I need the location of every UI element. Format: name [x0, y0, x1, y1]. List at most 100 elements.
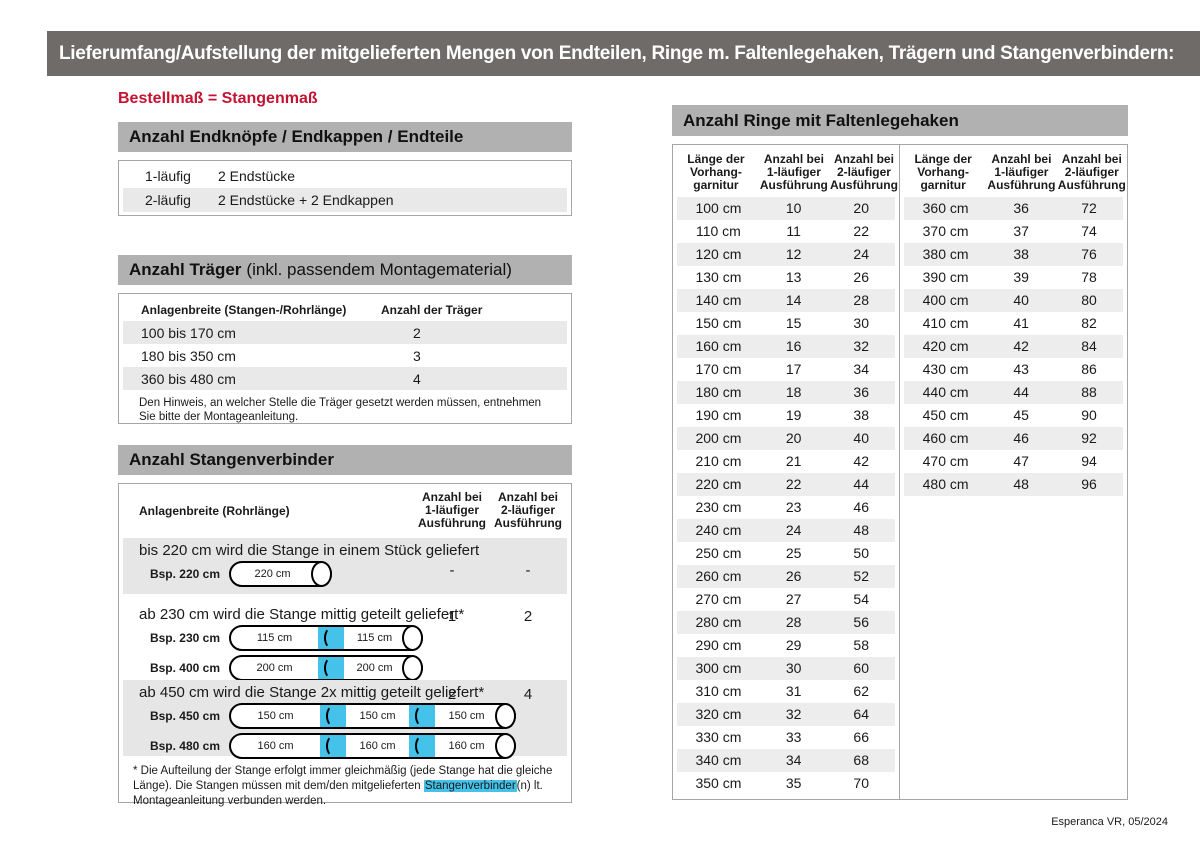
table-row: 180 bis 350 cm 3 — [141, 347, 421, 364]
rod-segment-label: 220 cm — [254, 568, 291, 580]
rod-joint-arc — [414, 735, 430, 757]
table-row: 160 cm 16 32 — [677, 335, 895, 358]
page-title-bar: Lieferumfang/Aufstellung der mitgeliefer… — [47, 31, 1200, 76]
rod-segment-label: 150 cm — [257, 710, 294, 722]
rod-joint-arc — [323, 657, 339, 679]
table-row: 320 cm 32 64 — [677, 703, 895, 726]
table-header-row: Anlagenbreite (Stangen-/Rohrlänge) Anzah… — [141, 303, 483, 317]
rod-end-cap — [402, 625, 423, 651]
rod-end-cap — [311, 561, 332, 587]
rod-end-cap — [495, 703, 516, 729]
endteile-table: 1-läufig 2 Endstücke 2-läufig 2 Endstück… — [118, 160, 572, 216]
stangenverbinder-table: Anlagenbreite (Rohrlänge) Anzahl bei 1-l… — [118, 483, 572, 807]
table-row: 2-läufig 2 Endstücke + 2 Endkappen — [123, 188, 567, 212]
section-title-stangenverbinder: Anzahl Stangenverbinder — [129, 450, 334, 469]
rod-example: Bsp. 400 cm 200 cm 200 cm — [123, 653, 567, 683]
table-row: 230 cm 23 46 — [695, 499, 869, 515]
table-row: 270 cm 27 54 — [695, 591, 869, 607]
table-row: 310 cm 31 62 — [695, 683, 869, 699]
table-header-row: Länge der Vorhang- garnitur Anzahl bei 1… — [914, 152, 1126, 192]
table-row: 360 cm 36 72 — [904, 197, 1123, 220]
rod-connector — [409, 735, 435, 757]
section-title-traeger: Anzahl Träger — [129, 260, 242, 279]
table-row: 380 cm 38 76 — [904, 243, 1123, 266]
rod-diagram: 200 cm 200 cm — [229, 655, 423, 681]
table-row: 240 cm 24 48 — [677, 519, 895, 542]
table-row: 150 cm 15 30 — [695, 315, 869, 331]
section-title-endteile: Anzahl Endknöpfe / Endkappen / Endteile — [129, 127, 464, 146]
table-row: 480 cm 48 96 — [904, 473, 1123, 496]
document-version: Esperanca VR, 05/2024 — [1051, 816, 1168, 828]
table-row: 440 cm 44 88 — [904, 381, 1123, 404]
table-row: 1-läufig 2 Endstücke — [145, 168, 296, 184]
section-header-ringe: Anzahl Ringe mit Faltenlegehaken — [672, 105, 1128, 136]
table-row: 370 cm 37 74 — [922, 223, 1097, 239]
rod-segment-label: 150 cm — [359, 710, 396, 722]
table-row: 120 cm 12 24 — [677, 243, 895, 266]
ringe-table: Länge der Vorhang- garnitur Anzahl bei 1… — [672, 144, 1128, 800]
stangenverbinder-footnote: * Die Aufteilung der Stange erfolgt imme… — [133, 765, 553, 807]
table-row: 280 cm 28 56 — [677, 611, 895, 634]
rod-segment-label: 115 cm — [256, 632, 293, 644]
rod-segment-label: 160 cm — [257, 740, 294, 752]
table-header-row: Anlagenbreite (Rohrlänge) Anzahl bei 1-l… — [139, 490, 562, 530]
section-header-stangenverbinder: Anzahl Stangenverbinder — [118, 445, 572, 475]
ringe-table-left: Länge der Vorhang- garnitur Anzahl bei 1… — [673, 145, 900, 799]
rod-diagram: 160 cm 160 cm 160 cm — [229, 733, 516, 759]
rod-end-cap — [495, 733, 516, 759]
rod-segment-label: 115 cm — [356, 632, 393, 644]
rod-segment-label: 150 cm — [448, 710, 485, 722]
table-row: 460 cm 46 92 — [904, 427, 1123, 450]
rod-example: Bsp. 230 cm 115 cm 115 cm — [123, 623, 567, 653]
table-row: 330 cm 33 66 — [695, 729, 869, 745]
table-row: 290 cm 29 58 — [695, 637, 869, 653]
rod-segment-label: 200 cm — [356, 662, 393, 674]
rod-joint-arc — [325, 735, 341, 757]
table-row: bis 220 cm wird die Stange in einem Stüc… — [123, 538, 567, 594]
table-row: 210 cm 21 42 — [695, 453, 869, 469]
rod-example: Bsp. 480 cm 160 cm 160 cm 160 cm — [123, 731, 567, 761]
rod-joint-arc — [323, 627, 339, 649]
page-title: Lieferumfang/Aufstellung der mitgeliefer… — [59, 42, 1175, 64]
rod-connector — [318, 627, 344, 649]
table-row: 450 cm 45 90 — [922, 407, 1097, 423]
section-title-ringe: Anzahl Ringe mit Faltenlegehaken — [683, 110, 959, 130]
table-row: 110 cm 11 22 — [695, 223, 869, 239]
rod-example: Bsp. 450 cm 150 cm 150 cm 150 cm — [123, 701, 567, 731]
table-row: ab 230 cm wird die Stange mittig geteilt… — [123, 602, 567, 681]
rod-segment-label: 200 cm — [256, 662, 293, 674]
rod-example: Bsp. 220 cm 220 cm — [123, 559, 567, 589]
table-row: 180 cm 18 36 — [677, 381, 895, 404]
traeger-table: Anlagenbreite (Stangen-/Rohrlänge) Anzah… — [118, 293, 572, 424]
table-row: 190 cm 19 38 — [695, 407, 869, 423]
table-row: 350 cm 35 70 — [695, 775, 869, 791]
rod-segment-label: 160 cm — [359, 740, 396, 752]
table-row: 130 cm 13 26 — [695, 269, 869, 285]
rod-segment-label: 160 cm — [448, 740, 485, 752]
table-row: 420 cm 42 84 — [904, 335, 1123, 358]
table-row: 300 cm 30 60 — [677, 657, 895, 680]
highlighted-term: Stangenverbinder — [423, 780, 517, 792]
table-row: 340 cm 34 68 — [677, 749, 895, 772]
table-row: 260 cm 26 52 — [677, 565, 895, 588]
rod-diagram: 115 cm 115 cm — [229, 625, 423, 651]
table-row: ab 450 cm wird die Stange 2x mittig gete… — [123, 680, 567, 759]
table-row: 100 bis 170 cm 2 — [123, 321, 567, 344]
rod-joint-arc — [325, 705, 341, 727]
table-row: 140 cm 14 28 — [677, 289, 895, 312]
table-row: 250 cm 25 50 — [695, 545, 869, 561]
table-row: 170 cm 17 34 — [695, 361, 869, 377]
ringe-table-right: Länge der Vorhang- garnitur Anzahl bei 1… — [900, 145, 1127, 799]
traeger-note: Den Hinweis, an welcher Stelle die Träge… — [139, 397, 542, 423]
table-row: 470 cm 47 94 — [922, 453, 1097, 469]
section-header-traeger: Anzahl Träger (inkl. passendem Montagema… — [118, 255, 572, 285]
rod-connector — [409, 705, 435, 727]
rod-diagram: 150 cm 150 cm 150 cm — [229, 703, 516, 729]
rod-end-cap — [402, 655, 423, 681]
table-row: 390 cm 39 78 — [922, 269, 1097, 285]
table-row: 400 cm 40 80 — [904, 289, 1123, 312]
table-row: 100 cm 10 20 — [677, 197, 895, 220]
table-row: 430 cm 43 86 — [922, 361, 1097, 377]
table-row: 410 cm 41 82 — [922, 315, 1097, 331]
order-size-note: Bestellmaß = Stangenmaß — [118, 90, 318, 107]
